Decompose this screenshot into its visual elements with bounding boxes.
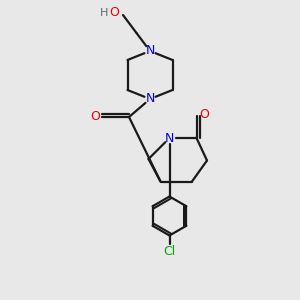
Text: O: O	[91, 110, 100, 124]
Text: N: N	[145, 44, 155, 58]
Text: N: N	[145, 92, 155, 106]
Text: Cl: Cl	[164, 244, 175, 258]
Text: H: H	[100, 8, 109, 18]
Text: O: O	[199, 107, 209, 121]
Text: O: O	[109, 6, 119, 19]
Text: N: N	[165, 131, 174, 145]
